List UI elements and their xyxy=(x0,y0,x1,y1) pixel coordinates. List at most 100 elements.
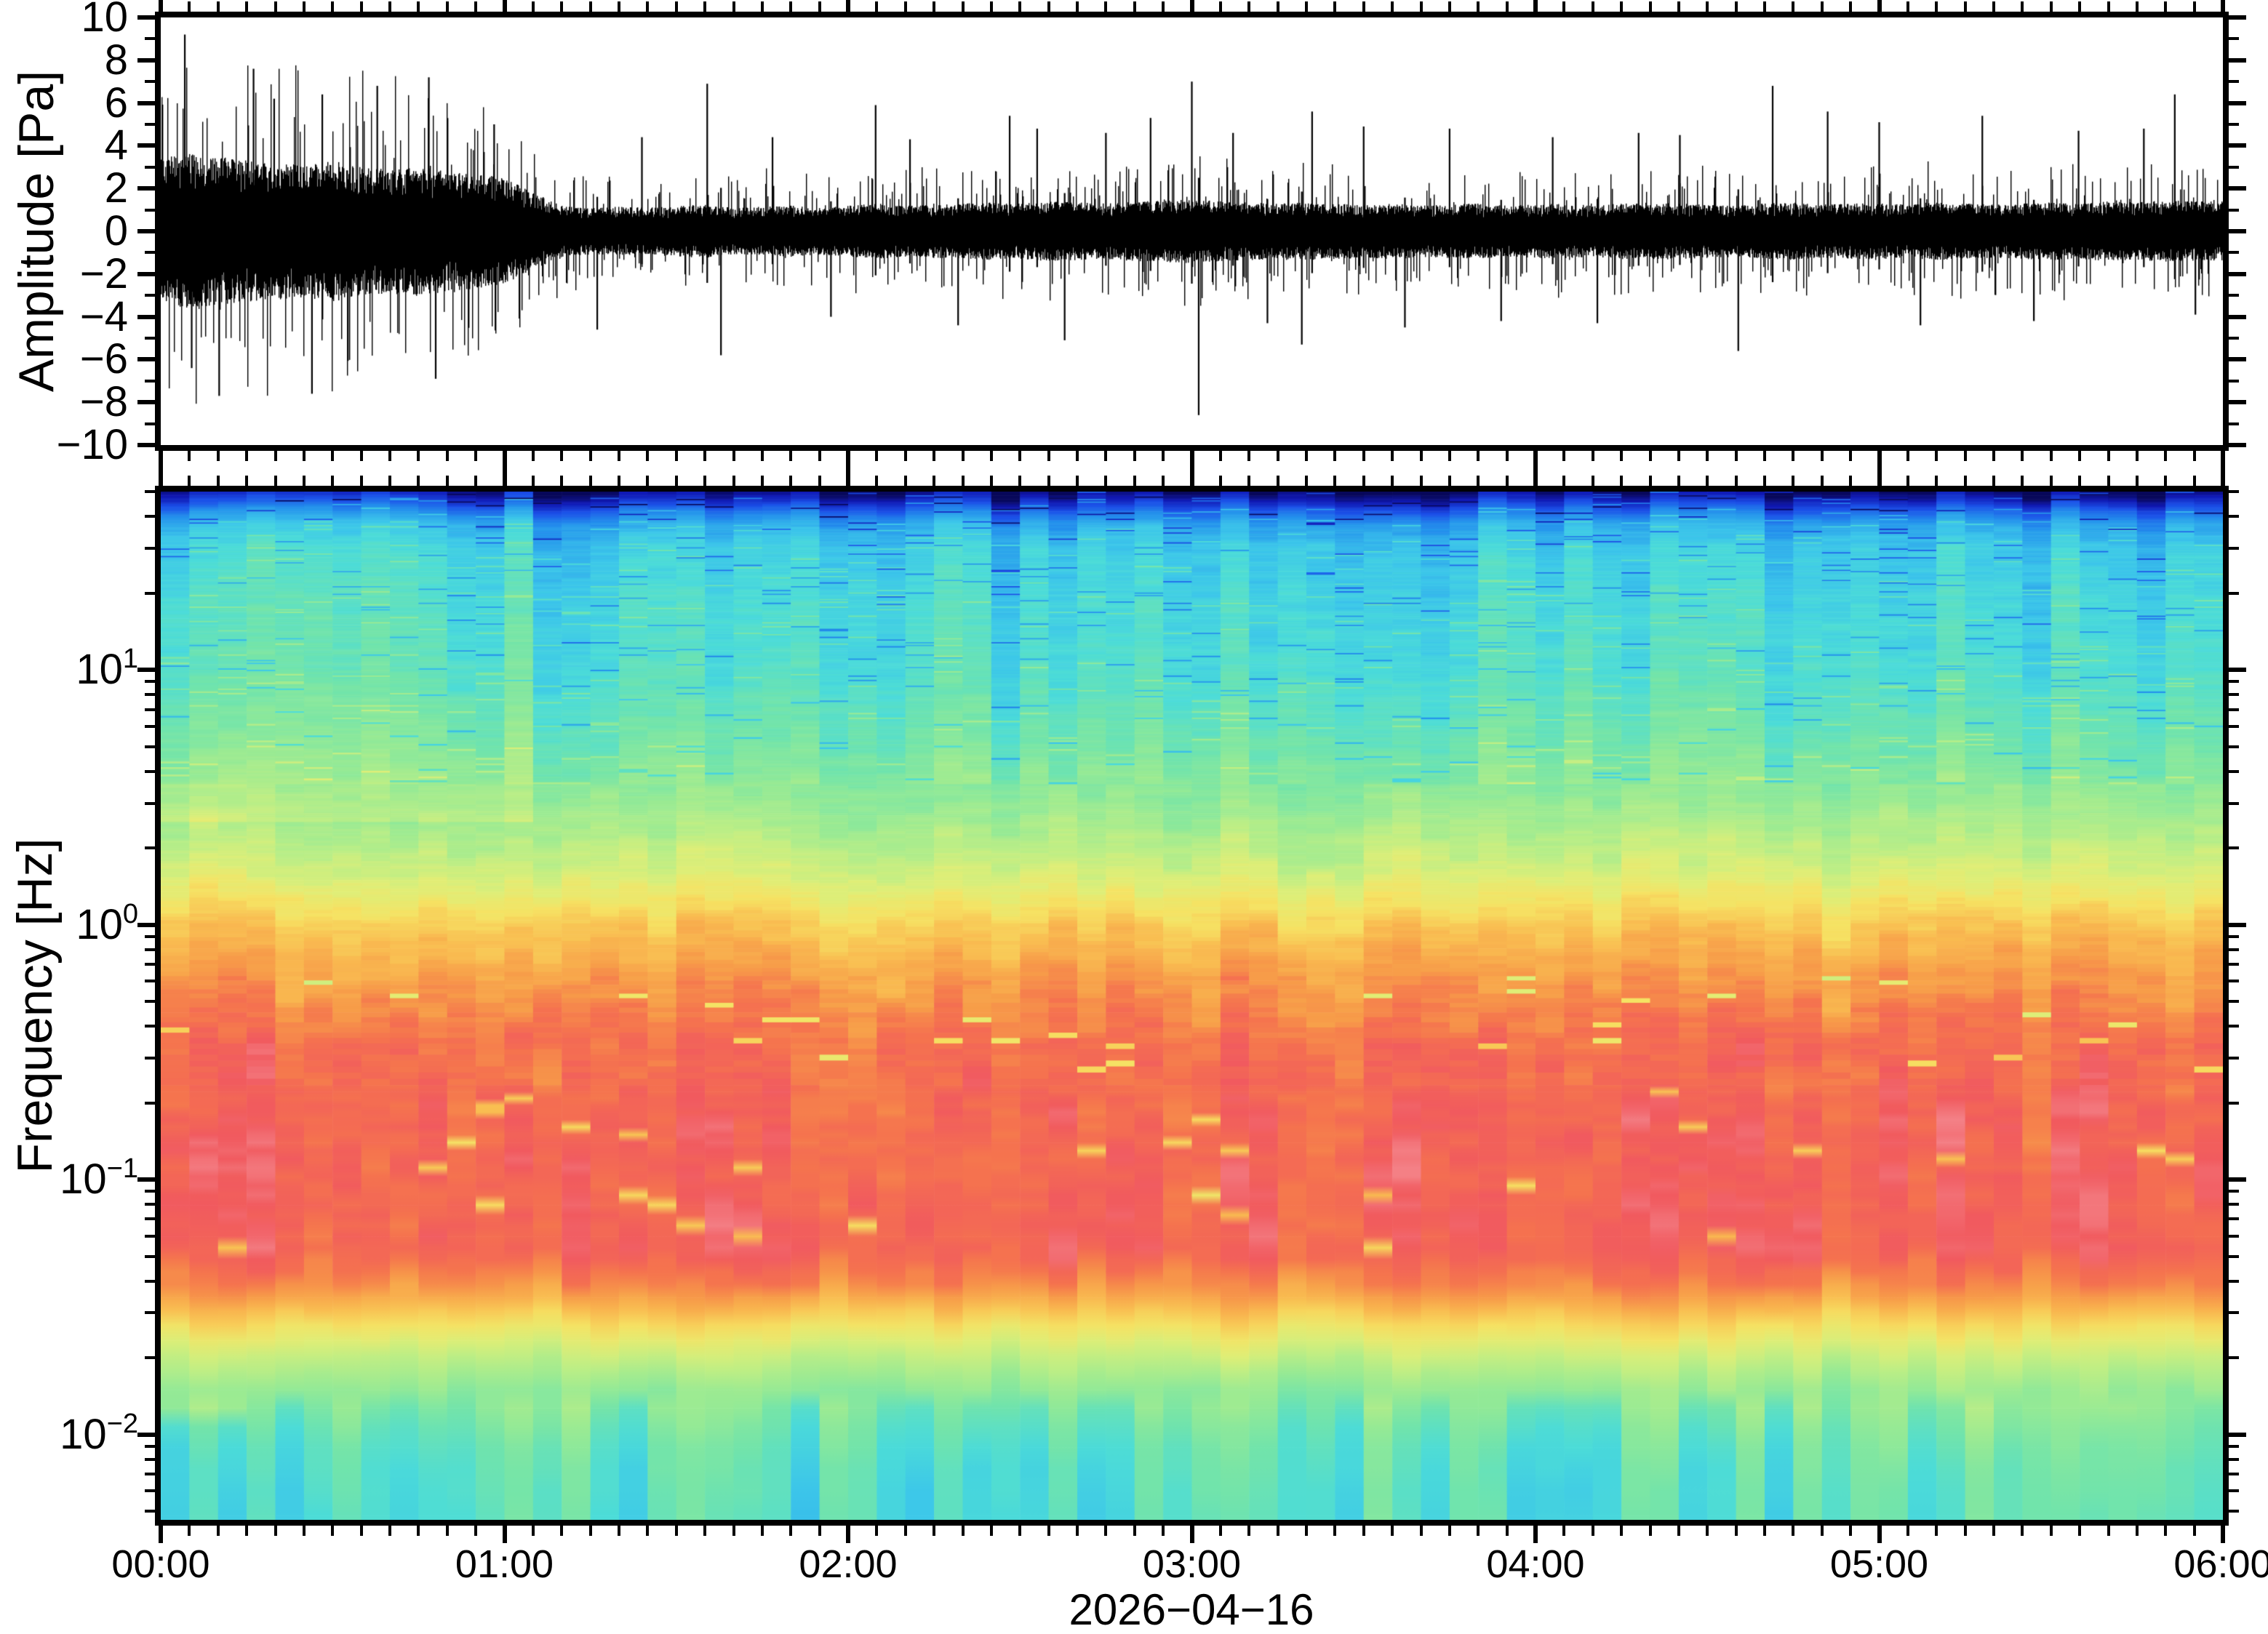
tick-mark xyxy=(1505,1,1509,12)
tick-mark xyxy=(2229,80,2239,84)
tick-mark xyxy=(2229,271,2246,276)
tick-mark xyxy=(1820,476,1824,486)
tick-mark xyxy=(1677,1,1680,12)
tick-mark xyxy=(1505,1526,1509,1536)
tick-mark xyxy=(2229,801,2239,805)
tick-mark xyxy=(388,1,391,12)
tick-mark xyxy=(145,1444,155,1448)
tick-mark xyxy=(145,769,155,773)
tick-mark xyxy=(760,1,764,12)
tick-mark xyxy=(2229,547,2239,550)
tick-mark xyxy=(2229,922,2246,927)
tick-mark xyxy=(159,0,163,12)
amplitude-tick-label: 6 xyxy=(104,79,128,127)
tick-mark xyxy=(137,400,155,405)
tick-mark xyxy=(1419,476,1423,486)
tick-mark xyxy=(760,476,764,486)
tick-mark xyxy=(1792,1526,1795,1536)
tick-mark xyxy=(445,1526,449,1536)
tick-mark xyxy=(2164,451,2168,461)
tick-mark xyxy=(137,271,155,276)
tick-mark xyxy=(145,1056,155,1060)
tick-mark xyxy=(560,451,564,461)
tick-mark xyxy=(1419,451,1423,461)
tick-mark xyxy=(1333,451,1337,461)
spectrogram-plot-frame xyxy=(155,486,2229,1526)
date-label: 2026−04−16 xyxy=(1069,1585,1314,1634)
tick-mark xyxy=(2164,476,2168,486)
tick-mark xyxy=(145,1489,155,1493)
tick-mark xyxy=(2229,680,2239,684)
tick-mark xyxy=(1276,476,1279,486)
tick-mark xyxy=(1792,476,1795,486)
tick-mark xyxy=(732,476,735,486)
tick-mark xyxy=(2229,57,2246,63)
tick-mark xyxy=(588,1,592,12)
tick-mark xyxy=(145,963,155,966)
tick-mark xyxy=(145,515,155,518)
tick-mark xyxy=(1247,451,1251,461)
tick-mark xyxy=(1877,0,1882,12)
amplitude-tick-label: −2 xyxy=(79,249,128,297)
tick-mark xyxy=(145,1254,155,1258)
tick-mark xyxy=(273,476,277,486)
tick-mark xyxy=(2229,400,2246,405)
frequency-tick-base: 10 xyxy=(76,900,123,948)
tick-mark xyxy=(445,451,449,461)
tick-mark xyxy=(2135,1,2139,12)
tick-mark xyxy=(2229,1056,2239,1060)
tick-mark xyxy=(1906,1526,1909,1536)
tick-mark xyxy=(1477,451,1480,461)
tick-mark xyxy=(1391,1526,1394,1536)
tick-mark xyxy=(732,451,735,461)
tick-mark xyxy=(1992,1526,1995,1536)
tick-mark xyxy=(703,476,707,486)
tick-mark xyxy=(1391,451,1394,461)
tick-mark xyxy=(588,476,592,486)
tick-mark xyxy=(1477,476,1480,486)
tick-mark xyxy=(703,451,707,461)
tick-mark xyxy=(1448,451,1451,461)
tick-mark xyxy=(989,1526,993,1536)
tick-mark xyxy=(2229,668,2246,673)
tick-mark xyxy=(145,1217,155,1221)
tick-mark xyxy=(145,1457,155,1461)
tick-mark xyxy=(2229,490,2239,494)
tick-mark xyxy=(789,476,793,486)
tick-mark xyxy=(2229,143,2246,148)
tick-mark xyxy=(145,591,155,595)
tick-mark xyxy=(2229,294,2239,297)
tick-mark xyxy=(703,1526,707,1536)
amplitude-tick-label: −8 xyxy=(79,378,128,426)
tick-mark xyxy=(1992,1,1995,12)
tick-mark xyxy=(417,476,420,486)
tick-mark xyxy=(674,1526,678,1536)
tick-mark xyxy=(1247,476,1251,486)
tick-mark xyxy=(2107,1,2110,12)
tick-mark xyxy=(245,1,249,12)
tick-mark xyxy=(961,451,965,461)
tick-mark xyxy=(789,451,793,461)
tick-mark xyxy=(1906,1,1909,12)
tick-mark xyxy=(1305,451,1308,461)
tick-mark xyxy=(145,1472,155,1475)
tick-mark xyxy=(2229,229,2246,233)
tick-mark xyxy=(2229,846,2239,850)
tick-mark xyxy=(2229,1190,2239,1193)
tick-mark xyxy=(646,1,650,12)
tick-mark xyxy=(2107,1526,2110,1536)
tick-mark xyxy=(445,1,449,12)
tick-mark xyxy=(2229,123,2239,126)
tick-mark xyxy=(732,1526,735,1536)
amplitude-tick-label: 4 xyxy=(104,121,128,169)
tick-mark xyxy=(145,490,155,494)
tick-mark xyxy=(159,451,163,468)
tick-mark xyxy=(818,451,821,461)
tick-mark xyxy=(2135,1526,2139,1536)
tick-mark xyxy=(588,451,592,461)
tick-mark xyxy=(531,451,535,461)
tick-mark xyxy=(145,846,155,850)
tick-mark xyxy=(903,451,907,461)
frequency-tick-exponent: 0 xyxy=(122,898,138,929)
tick-mark xyxy=(760,451,764,461)
